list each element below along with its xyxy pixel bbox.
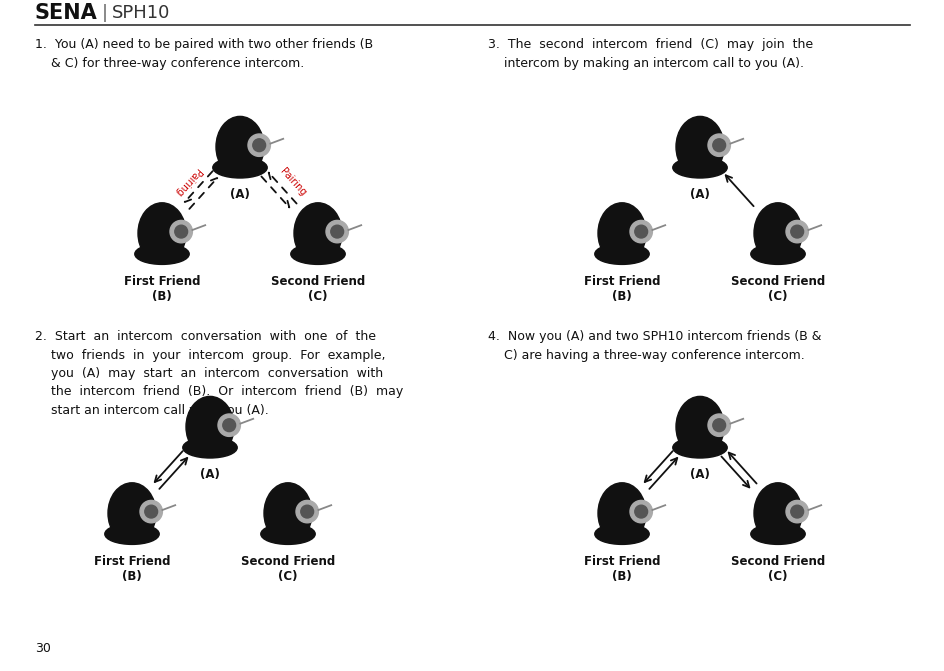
Ellipse shape [753,483,801,544]
Circle shape [712,139,725,152]
Circle shape [630,501,651,523]
Circle shape [223,419,235,431]
Ellipse shape [263,483,312,544]
Ellipse shape [105,523,159,544]
Text: First Friend
(B): First Friend (B) [583,555,660,583]
Ellipse shape [598,483,646,544]
Ellipse shape [138,203,186,264]
Ellipse shape [672,437,727,458]
Ellipse shape [186,397,234,457]
Circle shape [295,501,318,523]
Ellipse shape [675,397,723,457]
Ellipse shape [675,116,723,177]
Ellipse shape [753,203,801,264]
Text: 2.  Start  an  intercom  conversation  with  one  of  the
    two  friends  in  : 2. Start an intercom conversation with o… [35,330,403,417]
Ellipse shape [750,523,804,544]
Circle shape [144,505,158,518]
Ellipse shape [672,157,727,178]
Text: 3.  The  second  intercom  friend  (C)  may  join  the
    intercom by making an: 3. The second intercom friend (C) may jo… [487,38,812,70]
Text: Pairing: Pairing [278,166,308,198]
Ellipse shape [135,244,189,264]
Circle shape [634,505,647,518]
Circle shape [175,225,188,238]
Ellipse shape [594,523,649,544]
Circle shape [300,505,313,518]
Text: SPH10: SPH10 [112,4,170,22]
Text: 30: 30 [35,642,51,655]
Circle shape [785,220,807,243]
Circle shape [170,220,193,243]
Text: (A): (A) [200,468,220,481]
Text: 1.  You (A) need to be paired with two other friends (B
    & C) for three-way c: 1. You (A) need to be paired with two ot… [35,38,373,70]
Text: First Friend
(B): First Friend (B) [583,275,660,303]
Text: First Friend
(B): First Friend (B) [124,275,200,303]
Text: First Friend
(B): First Friend (B) [93,555,170,583]
Ellipse shape [594,244,649,264]
Text: Second Friend
(C): Second Friend (C) [730,275,824,303]
Text: (A): (A) [689,468,709,481]
Text: 4.  Now you (A) and two SPH10 intercom friends (B &
    C) are having a three-wa: 4. Now you (A) and two SPH10 intercom fr… [487,330,820,362]
Circle shape [630,220,651,243]
Ellipse shape [291,244,345,264]
Circle shape [218,414,240,436]
Circle shape [790,505,802,518]
Circle shape [140,501,162,523]
Circle shape [712,419,725,431]
Text: SENA: SENA [35,3,97,23]
Ellipse shape [598,203,646,264]
Circle shape [247,134,270,156]
Circle shape [326,220,348,243]
Circle shape [634,225,647,238]
Circle shape [785,501,807,523]
Ellipse shape [216,116,263,177]
Circle shape [707,134,730,156]
Ellipse shape [261,523,315,544]
Text: (A): (A) [229,189,249,201]
Ellipse shape [294,203,342,264]
Ellipse shape [182,437,237,458]
Ellipse shape [750,244,804,264]
Text: Second Friend
(C): Second Friend (C) [271,275,364,303]
Ellipse shape [212,157,267,178]
Text: (A): (A) [689,189,709,201]
Text: |: | [102,4,108,22]
Circle shape [790,225,802,238]
Circle shape [707,414,730,436]
Text: Second Friend
(C): Second Friend (C) [241,555,335,583]
Text: Pairing: Pairing [172,166,202,198]
Circle shape [253,139,265,152]
Circle shape [330,225,344,238]
Text: Second Friend
(C): Second Friend (C) [730,555,824,583]
Ellipse shape [108,483,156,544]
